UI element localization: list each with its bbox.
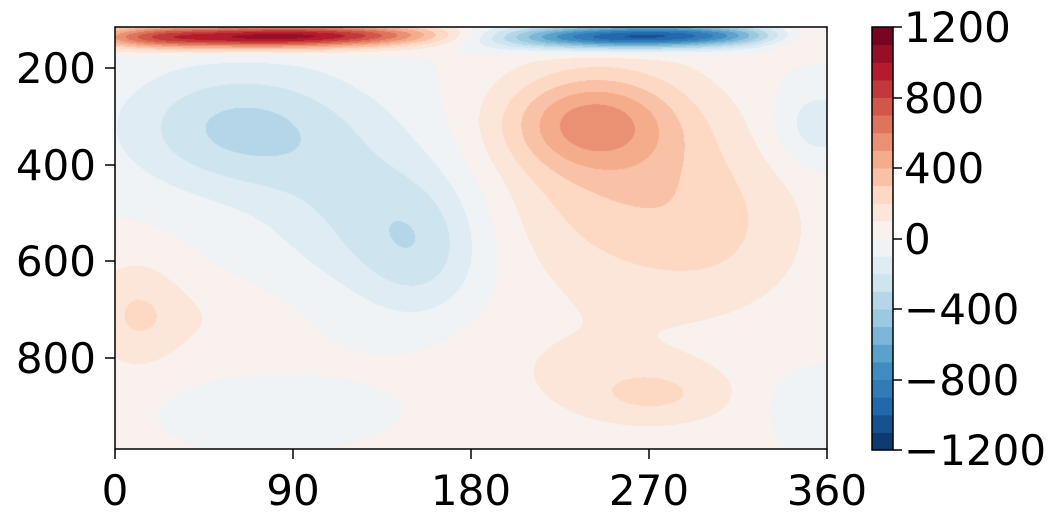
colorbar-label-2: 400 [904, 144, 984, 193]
colorbar-band [872, 62, 893, 81]
colorbar-band [872, 27, 893, 46]
colorbar-band [872, 326, 893, 345]
colorbar-band [872, 397, 893, 416]
colorbar-band [872, 168, 893, 187]
y-tick-label-2: 600 [16, 237, 96, 286]
colorbar-band [872, 414, 893, 433]
colorbar-band [872, 291, 893, 310]
colorbar-label-4: −400 [904, 285, 1019, 334]
colorbar-band [872, 379, 893, 398]
colorbar-label-3: 0 [904, 215, 931, 264]
colorbar-label-5: −800 [904, 356, 1019, 405]
colorbar-band [872, 273, 893, 292]
colorbar-band [872, 238, 893, 257]
colorbar-band [872, 132, 893, 151]
x-axis: 0 90 180 270 360 [102, 449, 867, 515]
y-tick-label-1: 400 [16, 141, 96, 190]
colorbar-band [872, 185, 893, 204]
colorbar-bands [872, 27, 893, 451]
y-tick-label-0: 200 [16, 44, 96, 93]
colorbar: 1200 800 400 0 −400 −800 −1200 [871, 3, 1046, 475]
x-tick-label-1: 90 [266, 466, 319, 515]
colorbar-band [872, 44, 893, 63]
plot-area [114, 26, 828, 450]
colorbar-band [872, 150, 893, 169]
colorbar-band [872, 220, 893, 240]
colorbar-band [872, 203, 893, 222]
y-tick-label-3: 800 [16, 334, 96, 383]
y-axis: 200 400 600 800 [16, 44, 115, 383]
colorbar-label-1: 800 [904, 74, 984, 123]
x-tick-label-0: 0 [102, 466, 129, 515]
x-tick-label-3: 270 [609, 466, 689, 515]
colorbar-band [872, 79, 893, 99]
colorbar-label-6: −1200 [904, 426, 1046, 475]
x-tick-label-2: 180 [431, 466, 511, 515]
x-tick-label-4: 360 [787, 466, 867, 515]
contour-field [115, 27, 827, 449]
colorbar-band [872, 115, 893, 134]
colorbar-band [872, 361, 893, 381]
colorbar-label-0: 1200 [904, 3, 1011, 52]
colorbar-band [872, 432, 893, 451]
colorbar-band [872, 97, 893, 116]
colorbar-band [872, 256, 893, 275]
colorbar-band [872, 309, 893, 328]
colorbar-band [872, 344, 893, 363]
